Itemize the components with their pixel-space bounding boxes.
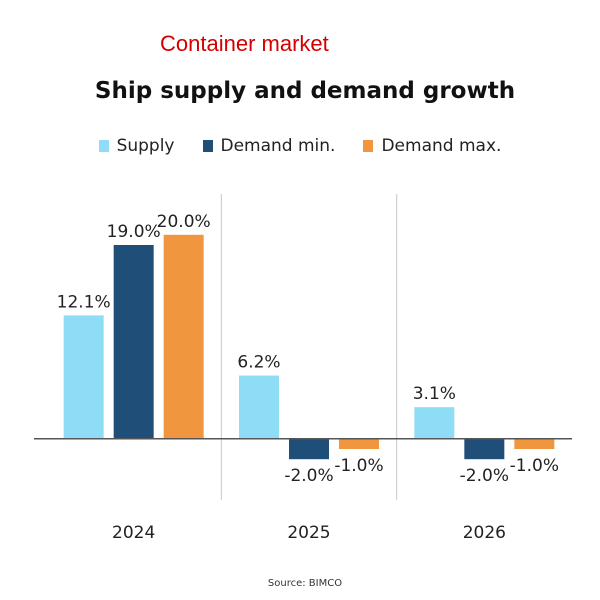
data-label: -1.0%: [510, 456, 559, 476]
legend-swatch-demand-max: [363, 140, 374, 152]
x-tick-label: 2025: [287, 523, 330, 543]
data-label: 6.2%: [237, 353, 280, 373]
legend-swatch-demand-min: [202, 140, 213, 152]
x-tick-label: 2024: [112, 523, 155, 543]
chart-title: Ship supply and demand growth: [94, 78, 516, 104]
bar-demand-max-2025: [339, 438, 379, 449]
legend-label-demand-min: Demand min.: [220, 136, 336, 156]
data-label: 12.1%: [57, 292, 111, 312]
bar-supply-2024: [63, 315, 104, 439]
chart-legend: Supply Demand min. Demand max.: [0, 136, 600, 156]
bar-demand-max-2024: [163, 234, 204, 439]
bar-demand-min-2026: [464, 438, 505, 460]
bar-supply-2025: [239, 375, 279, 439]
legend-item-supply: Supply: [98, 136, 175, 156]
data-label: 19.0%: [107, 222, 161, 242]
data-label: -2.0%: [460, 466, 509, 486]
legend-label-supply: Supply: [116, 136, 175, 156]
x-tick-label: 2026: [463, 523, 506, 543]
data-label: -1.0%: [334, 456, 383, 476]
legend-label-demand-max: Demand max.: [381, 136, 502, 156]
legend-swatch-supply: [98, 140, 109, 152]
data-label: 3.1%: [413, 384, 456, 404]
data-label: 20.0%: [157, 212, 211, 232]
data-label: -2.0%: [284, 466, 333, 486]
legend-item-demand-min: Demand min.: [202, 136, 336, 156]
bar-demand-min-2024: [113, 245, 154, 439]
bar-supply-2026: [414, 407, 455, 439]
bar-demand-min-2025: [289, 438, 329, 460]
chart-source: Source: BIMCO: [267, 578, 343, 589]
legend-item-demand-max: Demand max.: [363, 136, 501, 156]
container-market-title: Container market: [160, 31, 329, 56]
bar-demand-max-2026: [514, 438, 555, 449]
